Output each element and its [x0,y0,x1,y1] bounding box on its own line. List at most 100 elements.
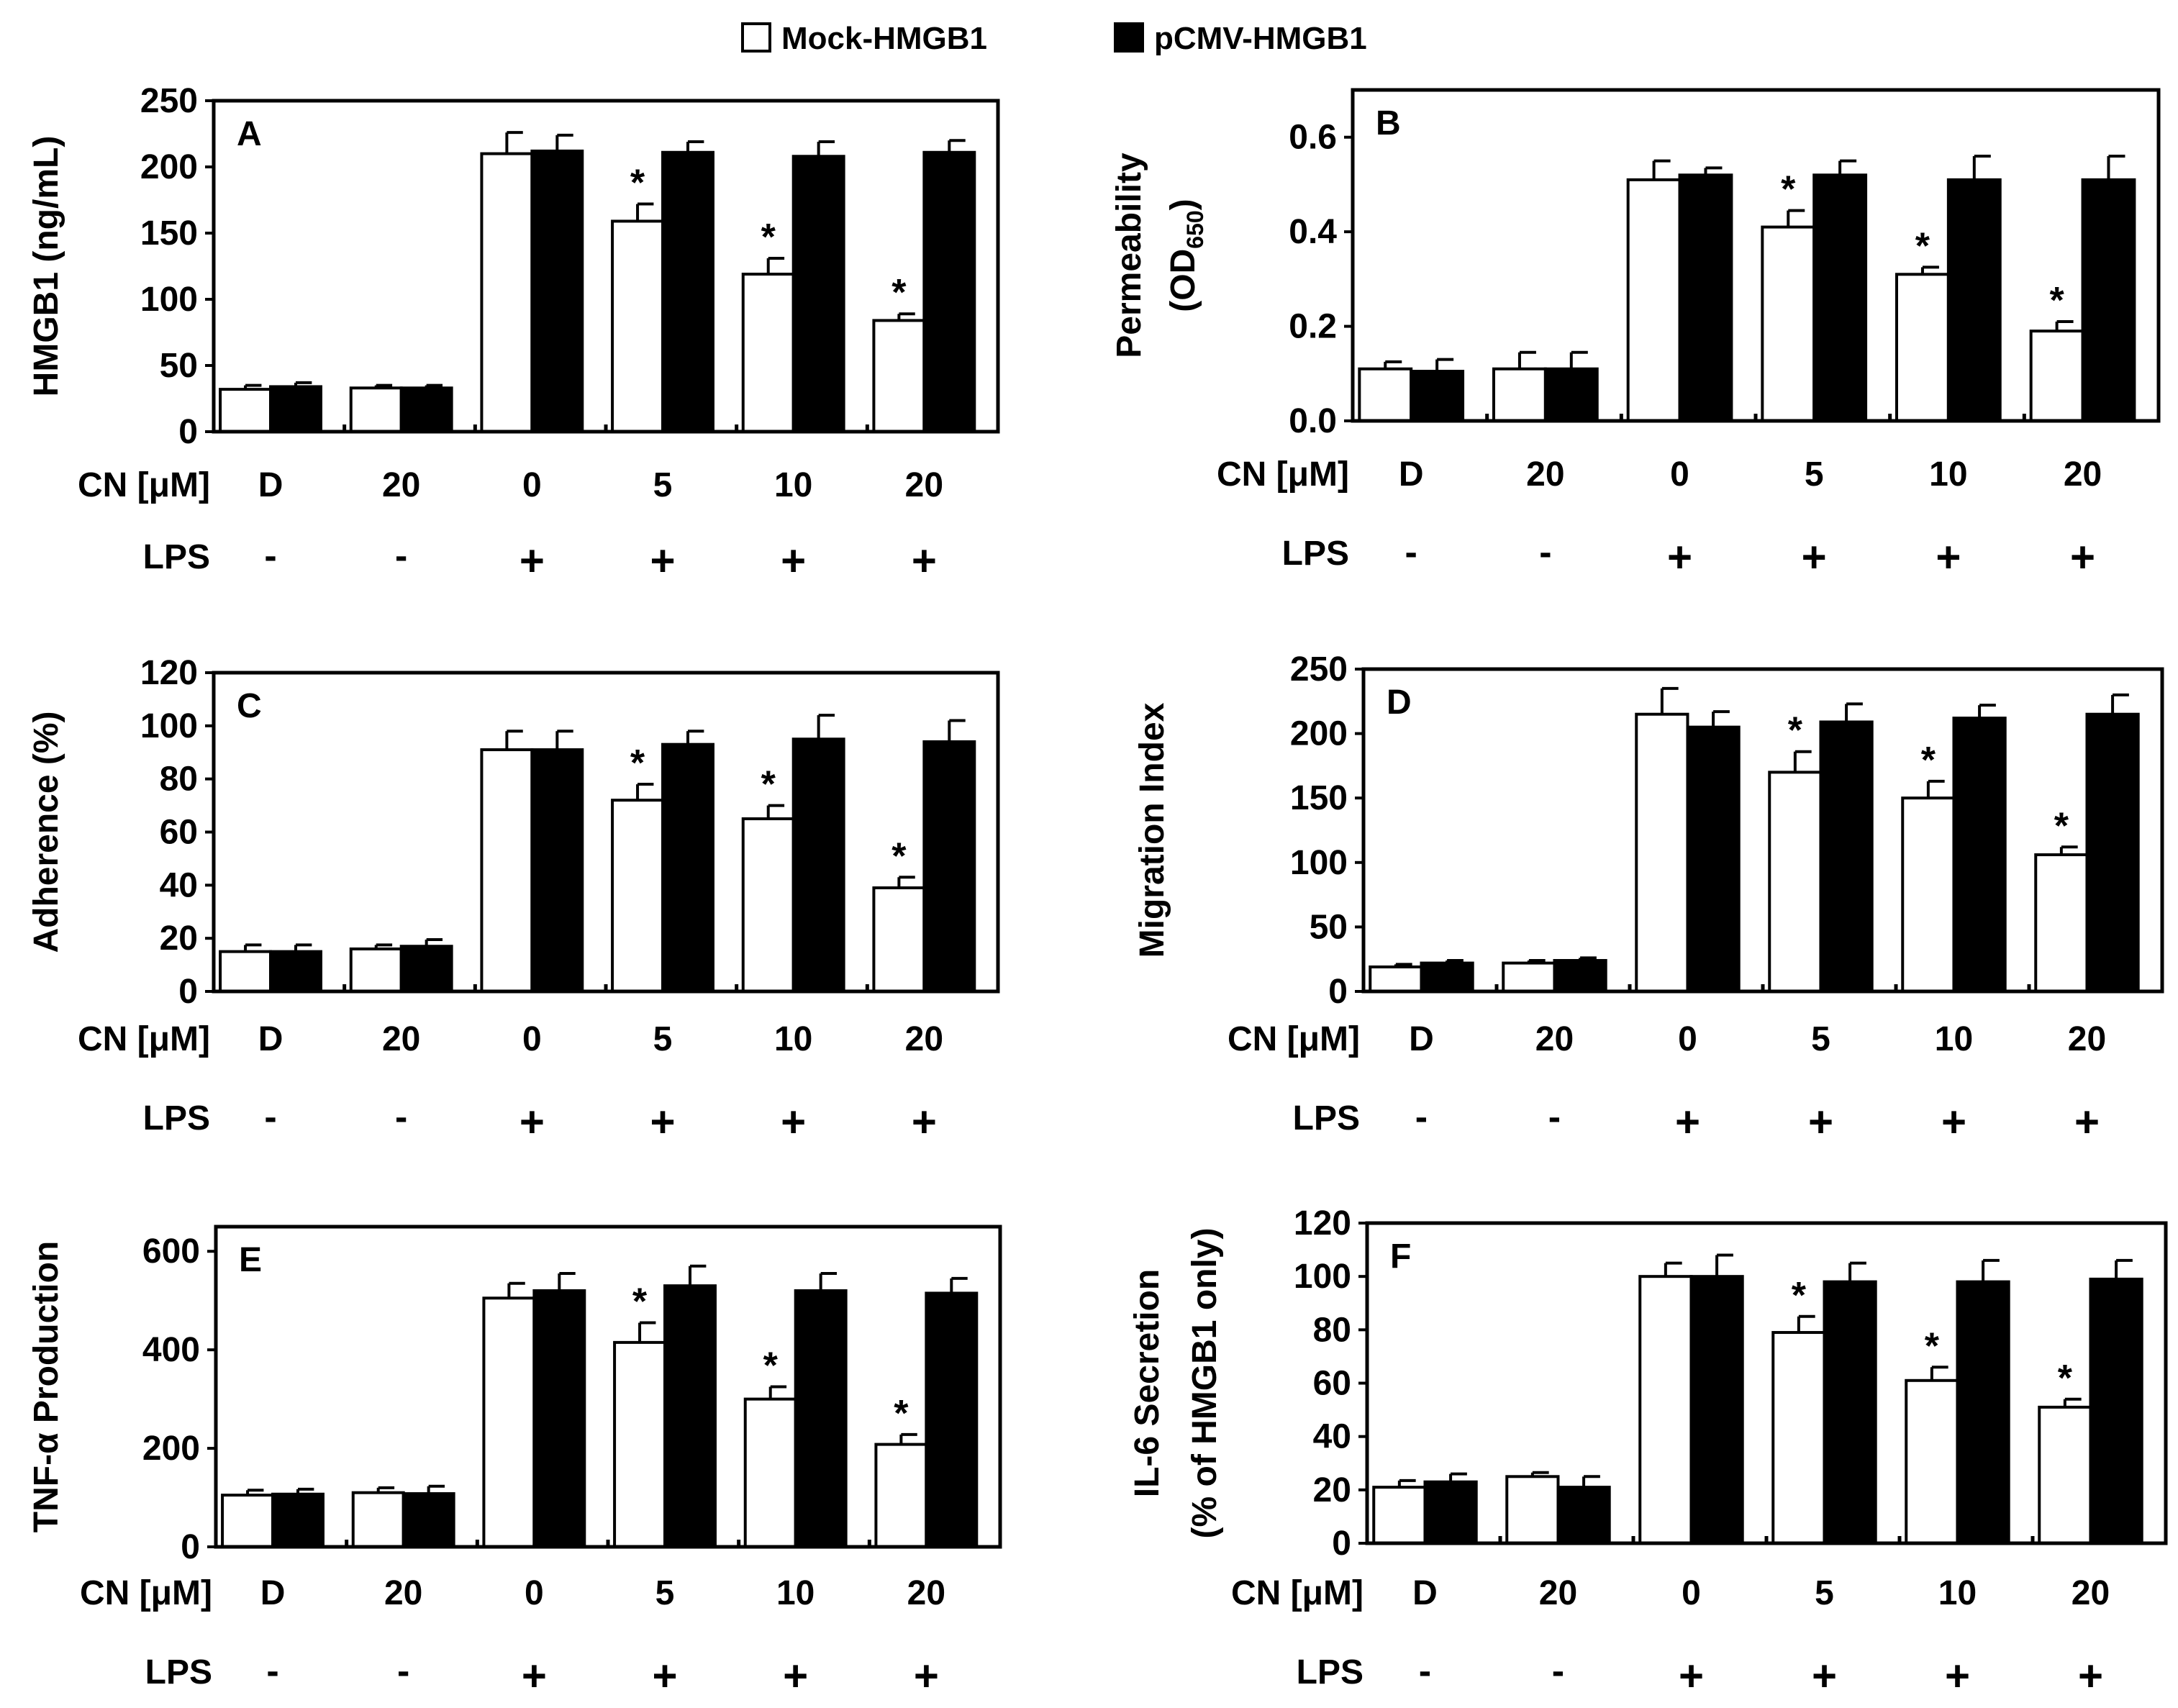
panel-f-lps-value-3: + [1679,1652,1704,1700]
panel-f-lps-value-1: - [1419,1650,1431,1692]
panel-c-lps-value-1: - [264,1096,276,1138]
panel-f-letter: F [1390,1237,1411,1276]
panel-c-bar-pcmv-1 [269,950,322,993]
panel-e-ytick-label-3: 400 [142,1331,200,1369]
panel-c-ytick-label-6: 100 [140,707,198,745]
panel-b-bar-pcmv-2 [1543,367,1599,423]
panel-e-bar-mock-6 [874,1443,928,1548]
panel-e-bar-mock-1 [221,1494,275,1549]
panel-a-category-2: 20 [382,466,420,504]
panel-a-ytick-label-2: 50 [160,347,198,385]
panel-e-category-5: 10 [776,1574,815,1612]
legend-label-pcmv: pCMV-HMGB1 [1154,21,1367,56]
panel-b-bar-mock-5 [1895,273,1950,422]
panel-f-lps-value-2: - [1552,1650,1564,1692]
panel-f-significance-5: * [1925,1325,1940,1367]
panel-d-bar-pcmv-2 [1553,958,1607,993]
panel-d-ytick-label-6: 250 [1290,650,1348,689]
panel-a-category-5: 10 [774,466,812,504]
panel-f-ytick-label-3: 40 [1313,1418,1351,1456]
panel-c-ytick-label-7: 120 [140,654,198,692]
panel-e-bar-pcmv-1 [271,1492,325,1548]
panel-b-significance-6: * [2049,280,2064,322]
panel-c-lps-value-3: + [519,1098,545,1146]
panel-d-bar-pcmv-5 [1952,717,2007,993]
panel-c-lps-value-2: - [395,1096,407,1138]
panel-d-bar-mock-6 [2034,853,2089,993]
panel-b-cn-label: CN [μM] [1217,455,1349,494]
panel-c-lps-value-5: + [781,1098,806,1146]
panel-a-bar-pcmv-1 [269,385,322,434]
panel-e-lps-value-4: + [653,1652,678,1700]
panel-e-letter: E [239,1241,262,1279]
panel-b-bar-mock-2 [1492,367,1547,423]
panel-e-category-3: 0 [525,1574,544,1612]
panel-e-lps-value-6: + [914,1652,939,1700]
panel-a-ytick-label-1: 0 [178,413,198,451]
panel-d-bar-pcmv-3 [1686,725,1741,993]
panel-f-bar-pcmv-1 [1423,1480,1478,1545]
panel-e-lps-value-2: - [397,1650,409,1692]
panel-f-lps-value-4: + [1812,1652,1837,1700]
panel-e-bar-mock-4 [613,1340,667,1549]
panel-c-category-3: 0 [522,1020,542,1058]
panel-b-ytick-label-2: 0.2 [1289,308,1337,346]
panel-f-category-4: 5 [1815,1574,1834,1612]
panel-b-bar-mock-3 [1626,178,1682,422]
panel-b-bar-mock-6 [2029,330,2084,422]
panel-a-lps-value-6: + [912,537,937,585]
panel-a-significance-4: * [630,163,645,204]
panel-c-category-2: 20 [382,1020,420,1058]
panel-b-lps-value-1: - [1405,532,1417,573]
panel-b-plot-frame [1351,88,2161,423]
panel-f-category-1: D [1412,1574,1438,1612]
panel-e-category-4: 5 [655,1574,675,1612]
panel-b-lps-value-2: - [1539,532,1551,573]
panel-b-category-4: 5 [1805,455,1824,494]
panel-b-ylabel-subscript: 650 [1182,210,1208,248]
panel-b-ytick-label-3: 0.4 [1289,213,1337,251]
panel-a-bar-mock-5 [741,273,795,434]
panel-a-lps-value-4: + [650,537,676,585]
panel-c-category-6: 20 [905,1020,943,1058]
panel-d-bar-pcmv-6 [2085,712,2140,993]
panel-b-bar-pcmv-5 [1946,178,2002,422]
panel-b-ylabel-close: ) [1164,199,1202,210]
panel-e-ytick-label-2: 200 [142,1430,200,1468]
panel-f-category-5: 10 [1938,1574,1977,1612]
panel-e-significance-6: * [894,1393,909,1435]
panel-f-lps-value-5: + [1945,1652,1970,1700]
panel-d-ytick-label-2: 50 [1310,908,1348,946]
panel-d-bar-mock-4 [1768,771,1823,993]
panel-d-bar-mock-2 [1502,961,1556,994]
panel-c-bar-pcmv-5 [791,737,845,993]
panel-a-plot-frame [212,99,1000,434]
panel-f-cn-label: CN [μM] [1231,1574,1363,1612]
legend-swatch-mock [741,22,771,53]
panel-f-significance-6: * [2058,1358,2073,1399]
panel-b-category-6: 20 [2064,455,2102,494]
panel-e-lps-label: LPS [145,1653,212,1691]
panel-a-bar-pcmv-6 [922,150,976,433]
panel-d-lps-value-4: + [1808,1098,1833,1146]
panel-b-bar-mock-4 [1761,225,1816,422]
panel-a-letter: A [237,115,262,153]
panel-a-bar-mock-3 [480,152,534,433]
panel-e-plot-frame [214,1225,1002,1549]
panel-a-category-3: 0 [522,466,542,504]
panel-d-category-4: 5 [1811,1020,1830,1058]
panel-b-category-2: 20 [1526,455,1564,494]
panel-b-lps-value-5: + [1936,533,1961,581]
panel-c-bar-mock-6 [872,886,926,994]
panel-a-ylabel: HMGB1 (ng/mL) [27,136,65,397]
panel-f-bar-pcmv-6 [2089,1277,2143,1545]
panel-d-letter: D [1387,683,1412,722]
panel-a-bar-pcmv-5 [791,155,845,433]
panel-f-ytick-label-4: 60 [1313,1365,1351,1403]
panel-c-significance-5: * [761,764,776,806]
panel-b-bar-mock-1 [1358,367,1413,423]
panel-f-category-6: 20 [2072,1574,2110,1612]
